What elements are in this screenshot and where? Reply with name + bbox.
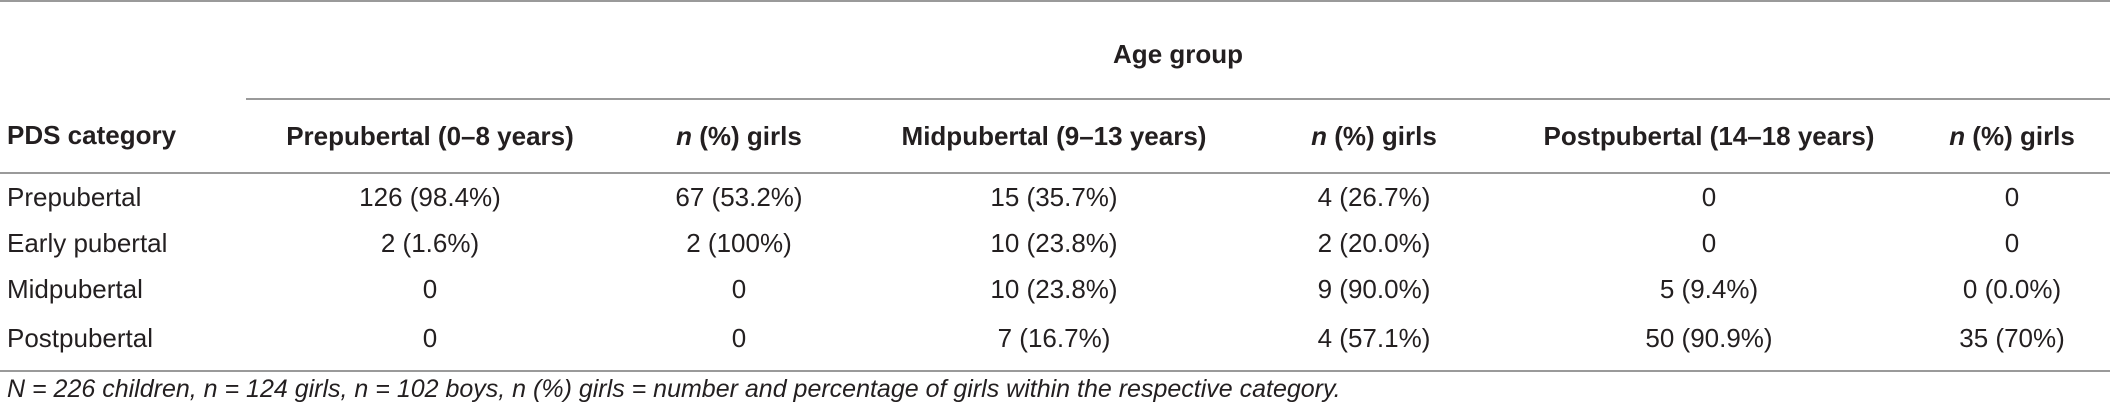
cell-post-girls: 35 (70%) (1914, 312, 2111, 372)
cell-mid-girls: 4 (57.1%) (1244, 312, 1504, 372)
cell-pre: 0 (422, 273, 438, 304)
table-row: Midpubertal 0 0 10 (23.8%) 9 (90.0%) 5 (… (0, 266, 2110, 312)
age-group-header: Age group (246, 0, 2111, 100)
header-girls-rest: (%) girls (692, 120, 802, 151)
cell-mid: 7 (16.7%) (864, 312, 1244, 372)
cell-mid: 10 (23.8%) (990, 227, 1118, 258)
cell-pre-girls: 2 (100%) (686, 227, 792, 258)
cell-mid: 10 (23.8%) (990, 273, 1118, 304)
table-footnote: N = 226 children, n = 124 girls, n = 102… (7, 375, 1341, 403)
cell-post: 0 (1701, 227, 1717, 258)
cell-mid-girls: 4 (26.7%) (1317, 181, 1431, 212)
cell-pre: 0 (246, 312, 614, 372)
cell-pre-girls: 0 (614, 312, 864, 372)
header-n-italic: n (1949, 120, 1966, 151)
cell-post-girls: 0 (2004, 227, 2020, 258)
header-midpubertal-girls: n (%) girls (1244, 99, 1504, 174)
header-prepubertal-girls: n (%) girls (614, 99, 864, 174)
header-postpubertal-girls: n (%) girls (1914, 99, 2111, 174)
cell-pre-girls: 67 (53.2%) (675, 181, 803, 212)
table-row: Prepubertal 126 (98.4%) 67 (53.2%) 15 (3… (0, 173, 2110, 220)
header-prepubertal-age: Prepubertal (0–8 years) (246, 99, 614, 174)
cell-category: Postpubertal (0, 312, 246, 372)
pds-age-group-table: Age group PDS category Prepubertal (0–8 … (0, 0, 2111, 372)
table-row: Postpubertal 0 0 7 (16.7%) 4 (57.1%) 50 … (0, 312, 2111, 372)
header-n-italic: n (676, 120, 693, 151)
cell-post-girls: 0 (2004, 181, 2020, 212)
table-row: Early pubertal 2 (1.6%) 2 (100%) 10 (23.… (0, 220, 2110, 266)
header-postpubertal-age: Postpubertal (14–18 years) (1504, 99, 1914, 174)
data-table-container: Age group PDS category Prepubertal (0–8 … (0, 0, 2111, 372)
cell-category: Early pubertal (7, 227, 168, 258)
cell-mid-girls: 2 (20.0%) (1317, 227, 1431, 258)
cell-pre: 2 (1.6%) (380, 227, 480, 258)
header-n-italic: n (1311, 120, 1328, 151)
cell-mid: 15 (35.7%) (990, 181, 1118, 212)
column-header-row: PDS category Prepubertal (0–8 years) n (… (0, 99, 2111, 174)
header-pds-category: PDS category (0, 99, 246, 174)
group-header-row: Age group (0, 0, 2111, 100)
cell-post-girls: 0 (0.0%) (1962, 273, 2062, 304)
cell-mid-girls: 9 (90.0%) (1317, 273, 1431, 304)
cell-post: 50 (90.9%) (1504, 312, 1914, 372)
cell-category: Midpubertal (7, 273, 143, 304)
header-girls-rest: (%) girls (1965, 120, 2075, 151)
cell-category: Prepubertal (7, 181, 142, 212)
cell-pre: 126 (98.4%) (359, 181, 501, 212)
header-girls-rest: (%) girls (1327, 120, 1437, 151)
group-header-spacer (0, 0, 246, 99)
cell-post: 0 (1701, 181, 1717, 212)
cell-pre-girls: 0 (731, 273, 747, 304)
header-midpubertal-age: Midpubertal (9–13 years) (864, 99, 1244, 174)
cell-post: 5 (9.4%) (1659, 273, 1759, 304)
